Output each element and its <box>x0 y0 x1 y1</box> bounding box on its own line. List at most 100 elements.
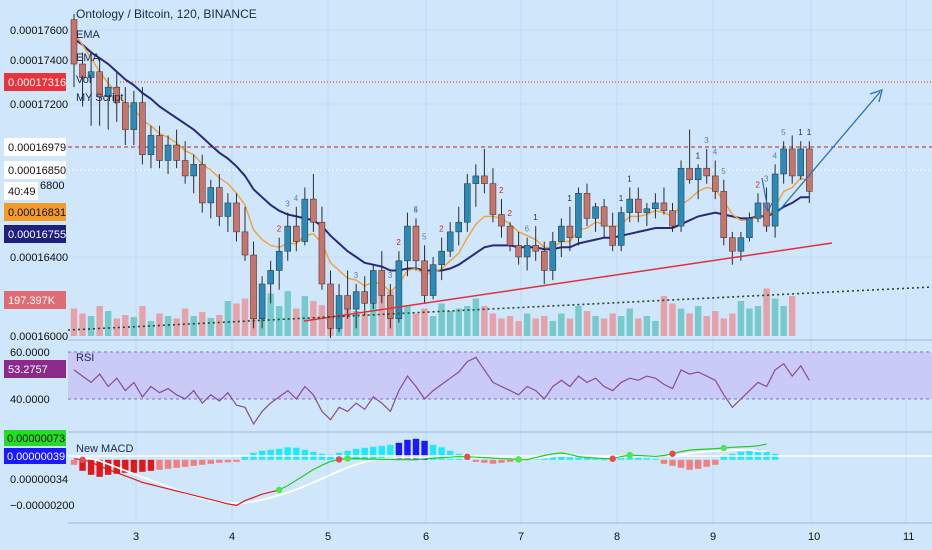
macd-histogram-bar <box>293 447 300 460</box>
td-count-label: 5 <box>781 128 786 137</box>
volume-bar <box>626 308 633 336</box>
volume-bar <box>412 313 420 336</box>
volume-bar <box>293 308 300 336</box>
volume-bar <box>70 308 78 336</box>
volume-tag: 197.397K <box>4 291 66 309</box>
candle-body <box>592 206 599 219</box>
macd-histogram-bar <box>233 459 240 462</box>
volume-bar <box>216 315 223 336</box>
macd-histogram-bar <box>566 457 574 460</box>
volume-bar <box>447 311 454 336</box>
volume-bar <box>583 311 591 336</box>
volume-bar <box>712 311 719 336</box>
td-count-label: 6 <box>525 225 530 234</box>
td-count-label: 4 <box>414 205 419 214</box>
indicator-label-ema-2[interactable]: EMA <box>76 52 101 64</box>
macd-histogram-bar <box>156 459 163 470</box>
candle-body <box>181 160 189 177</box>
volume-bar <box>729 313 736 336</box>
candle-body <box>712 175 719 192</box>
macd-histogram-bar <box>147 459 155 471</box>
price-tag: 40:49 <box>4 182 38 200</box>
volume-bar <box>780 306 787 336</box>
candle-body <box>344 295 351 310</box>
td-count-label: 2 <box>499 186 504 195</box>
indicator-label-ema-1[interactable]: EMA <box>76 29 101 41</box>
candle-body <box>122 102 129 130</box>
td-count-label: 1 <box>627 175 632 184</box>
td-count-label: 1 <box>567 194 572 203</box>
candle-body <box>660 202 668 211</box>
td-count-label: 1 <box>533 213 538 222</box>
candle-body <box>797 148 804 177</box>
volume-bar <box>618 316 625 336</box>
td-count-label: 1 <box>807 128 812 137</box>
macd-histogram-bar <box>652 458 659 460</box>
macd-line-bullish <box>278 443 767 491</box>
candle-body <box>395 260 403 319</box>
indicator-label-vol[interactable]: Vol <box>76 74 91 86</box>
price-tag-bg <box>4 73 66 91</box>
volume-bar <box>181 308 189 336</box>
macd-tag-bg <box>4 430 66 446</box>
rsi-tag-bg <box>4 360 66 378</box>
macd-histogram-bar <box>130 459 138 473</box>
macd-title[interactable]: New MACD <box>76 443 134 455</box>
candle-body <box>352 291 360 310</box>
volume-bar <box>147 321 155 336</box>
macd-histogram-bar <box>199 459 206 465</box>
time-axis[interactable]: 3 4 5 6 7 8 9 10 11 <box>68 522 932 543</box>
macd-histogram-bar <box>771 453 779 460</box>
candle-body <box>301 198 309 242</box>
macd-cross-dots <box>79 444 727 494</box>
price-grid <box>68 0 932 523</box>
td-count-label: 3 <box>285 200 290 209</box>
candle-body <box>558 225 565 242</box>
price-tag-bg <box>4 161 66 179</box>
support-trendline[interactable] <box>303 242 833 322</box>
volume-bar <box>344 305 351 336</box>
price-axis[interactable]: 0.00017600 0.00017400 0.00017200 0.00016400… <box>4 25 75 512</box>
candle-body <box>583 193 591 219</box>
dotted-trendline[interactable] <box>67 286 932 331</box>
td-count-label: 1 <box>619 194 624 203</box>
macd-histogram-bar <box>139 459 146 472</box>
volume-bar <box>96 306 103 336</box>
candle-body <box>532 245 539 252</box>
volume-bar <box>241 298 249 336</box>
macd-histogram-bar <box>669 459 676 466</box>
td-count-label: 2 <box>277 225 282 234</box>
macd-histogram-bar <box>267 449 274 460</box>
candle-body <box>506 225 514 246</box>
macd-histogram <box>70 438 779 477</box>
rsi-pane[interactable]: RSI <box>68 351 932 426</box>
candle-body <box>130 102 138 130</box>
macd-histogram-bar <box>592 458 599 460</box>
x-tick-label: 11 <box>903 531 914 543</box>
candle-body <box>788 148 796 177</box>
macd-histogram-bar <box>558 456 565 460</box>
candle-body <box>498 214 505 227</box>
price-tag-label: 197.397K <box>8 295 56 307</box>
candle-body <box>327 283 334 329</box>
indicator-label-script[interactable]: MY Script <box>76 92 123 104</box>
macd-pane[interactable]: New MACD <box>68 438 932 507</box>
td-count-label: 2 <box>439 225 444 234</box>
macd-histogram-bar <box>276 448 283 460</box>
price-tick-label: 0.00017600 <box>10 25 68 37</box>
candle-body <box>207 187 215 204</box>
volume-bar <box>421 308 428 336</box>
macd-histogram-bar <box>643 458 651 460</box>
price-tag-label: 0.00016831 <box>8 207 66 219</box>
macd-cross-dot <box>626 451 633 459</box>
rsi-title[interactable]: RSI <box>76 352 94 364</box>
macd-histogram-bar <box>105 459 112 475</box>
rsi-tick-label: 60.0000 <box>10 347 50 359</box>
projection-arrow[interactable] <box>777 89 883 213</box>
candle-body <box>703 167 710 177</box>
macd-histogram-bar <box>284 447 291 460</box>
candlesticks <box>70 13 813 338</box>
